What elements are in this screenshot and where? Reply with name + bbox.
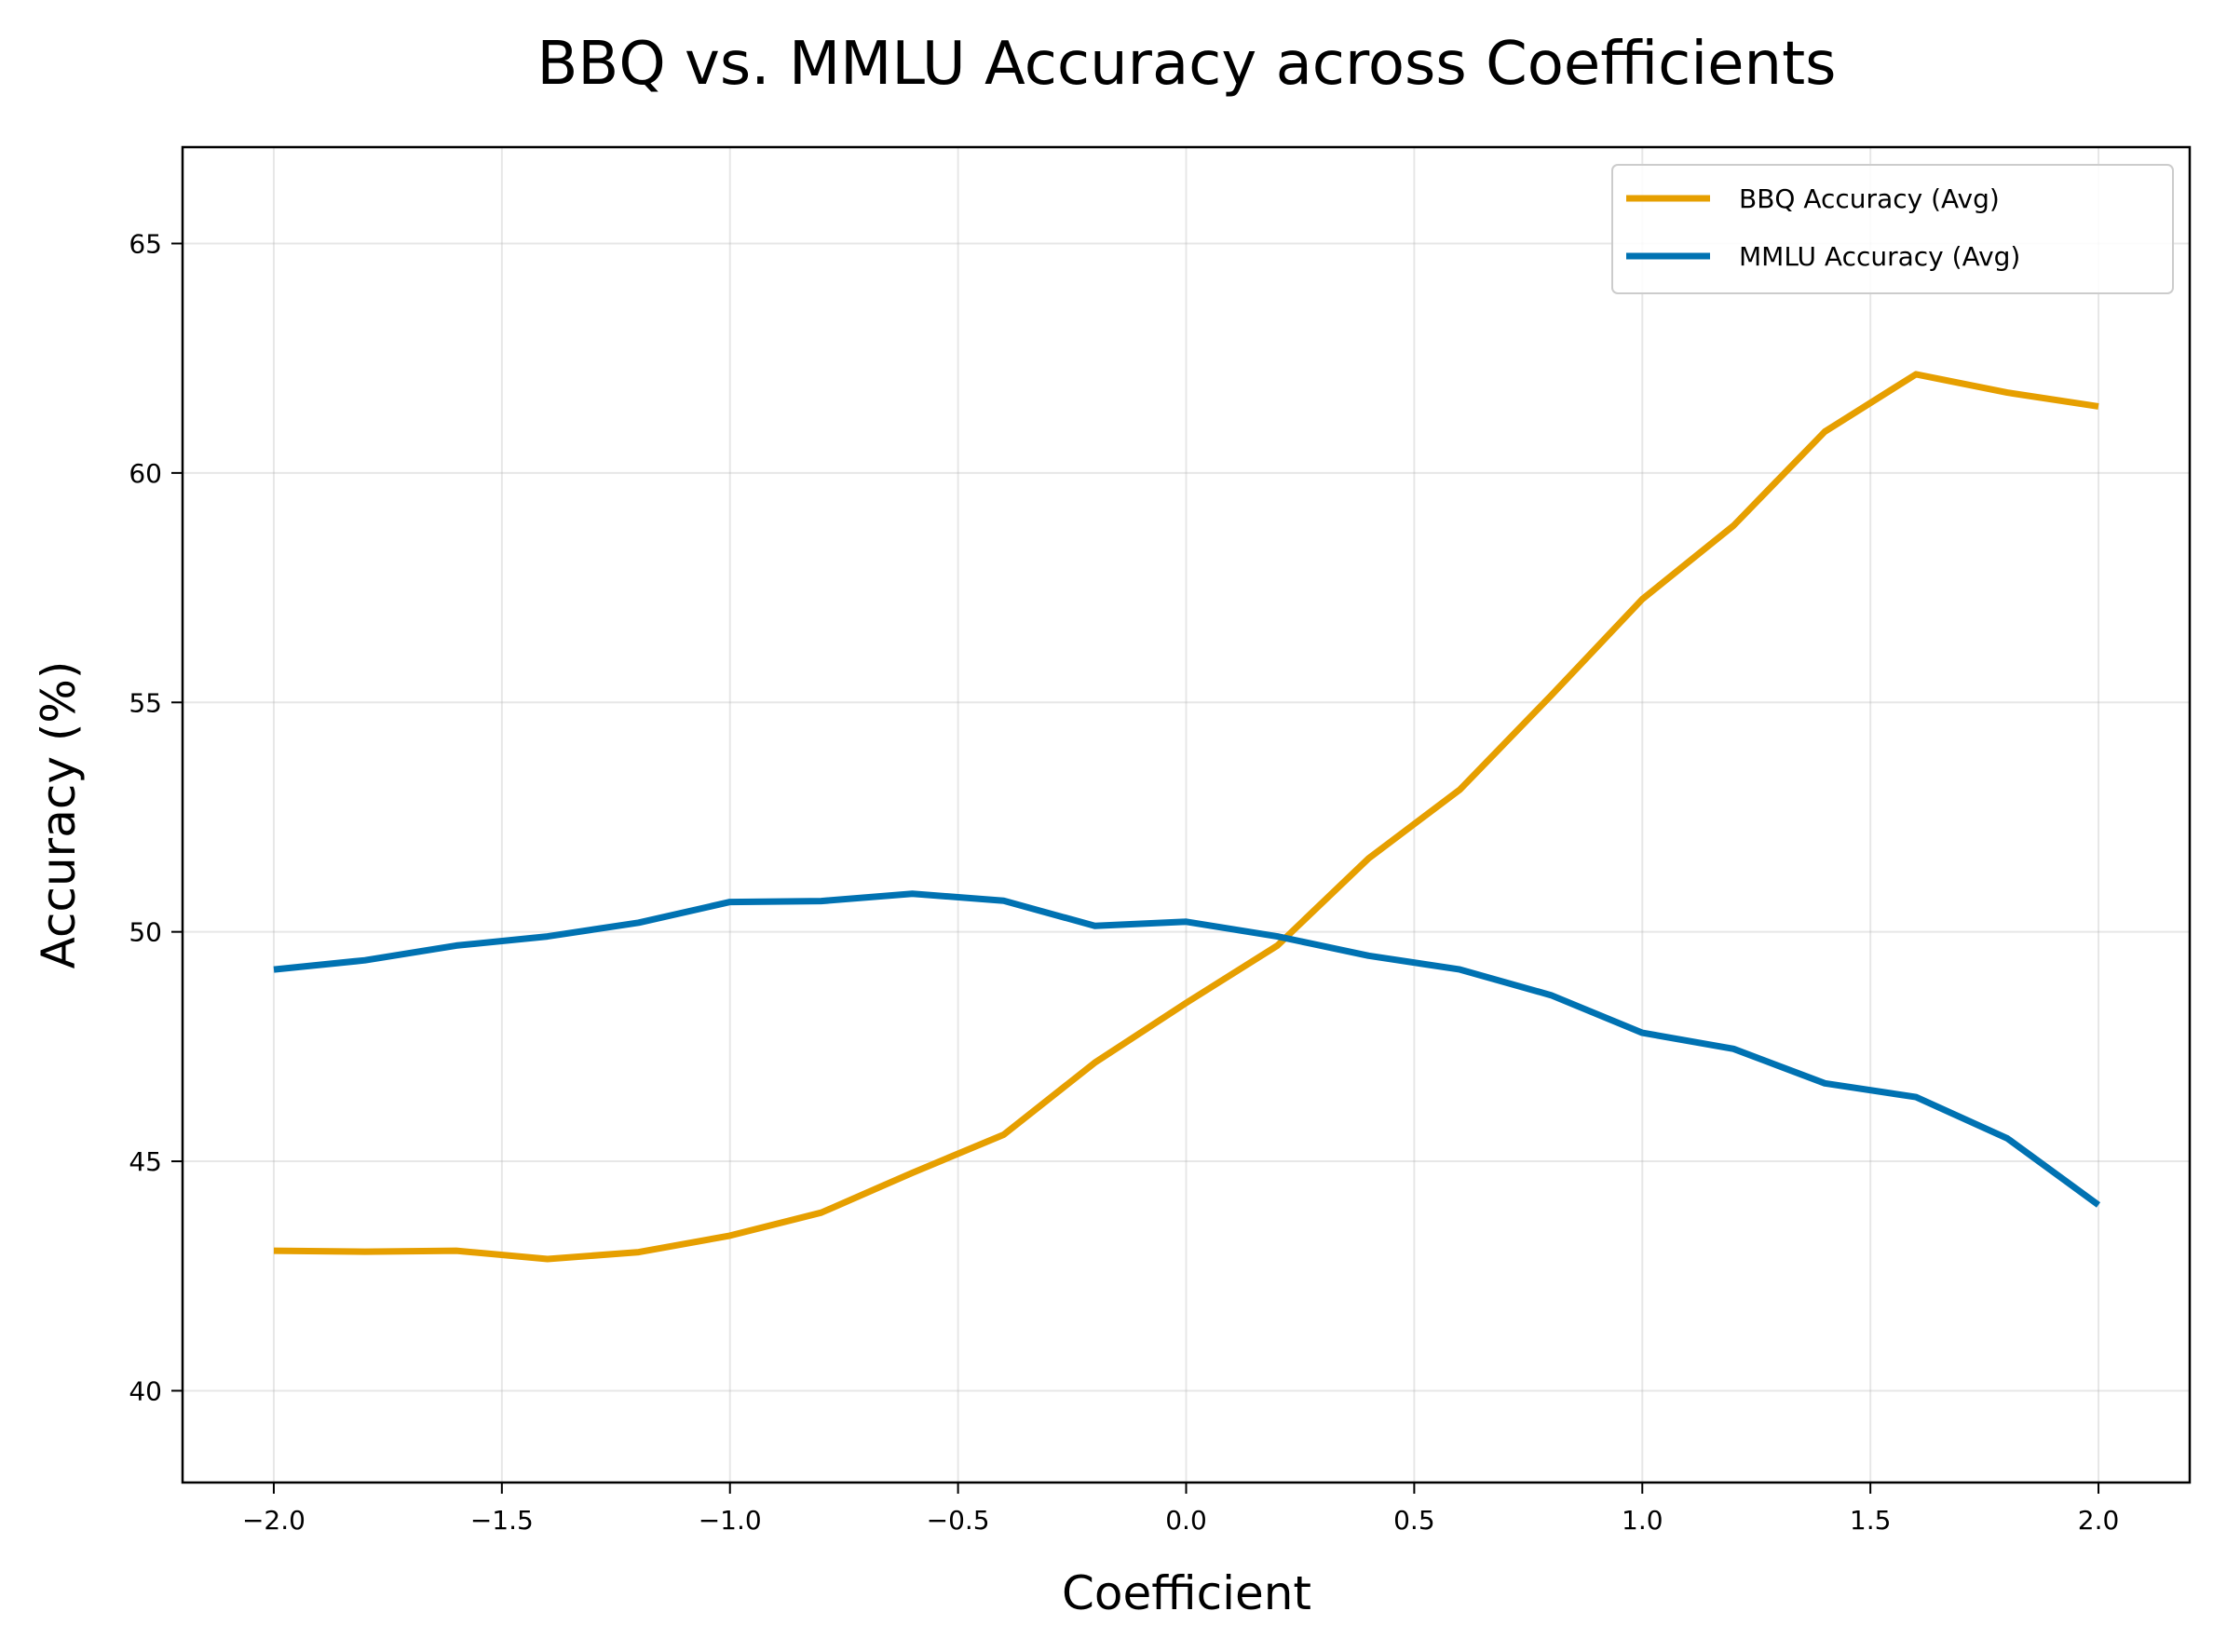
x-tick-label: 0.5 [1393,1505,1435,1536]
y-tick-label: 60 [129,458,162,489]
legend: BBQ Accuracy (Avg) MMLU Accuracy (Avg) [1611,164,2174,294]
chart-title: BBQ vs. MMLU Accuracy across Coefficient… [537,30,1837,99]
legend-label-bbq: BBQ Accuracy (Avg) [1739,183,2000,214]
x-tick-label: 1.0 [1622,1505,1663,1536]
x-axis: −2.0 −1.5 −1.0 −0.5 0.0 0.5 1.0 1.5 2.0 [242,1483,2119,1536]
y-tick-label: 45 [129,1146,162,1177]
x-axis-label: Coefficient [1062,1566,1311,1620]
x-tick-label: 1.5 [1850,1505,1892,1536]
series-layer [273,371,2101,1263]
x-tick-label: −1.5 [470,1505,534,1536]
legend-label-mmlu: MMLU Accuracy (Avg) [1739,241,2020,272]
y-tick-label: 50 [129,917,162,948]
x-tick-label: −1.0 [699,1505,762,1536]
x-tick-label: 2.0 [2078,1505,2120,1536]
y-axis: 40 45 50 55 60 65 [129,228,183,1406]
x-tick-label: −2.0 [242,1505,305,1536]
grid [183,147,2190,1483]
y-tick-label: 55 [129,687,162,718]
y-axis-label: Accuracy (%) [32,661,86,969]
series-line-bbq [273,371,2099,1263]
legend-box [1611,164,2174,294]
x-tick-label: 0.0 [1165,1505,1207,1536]
y-tick-label: 65 [129,228,162,259]
x-tick-label: −0.5 [927,1505,990,1536]
y-tick-label: 40 [129,1375,162,1406]
series-line-mmlu [273,890,2101,1208]
